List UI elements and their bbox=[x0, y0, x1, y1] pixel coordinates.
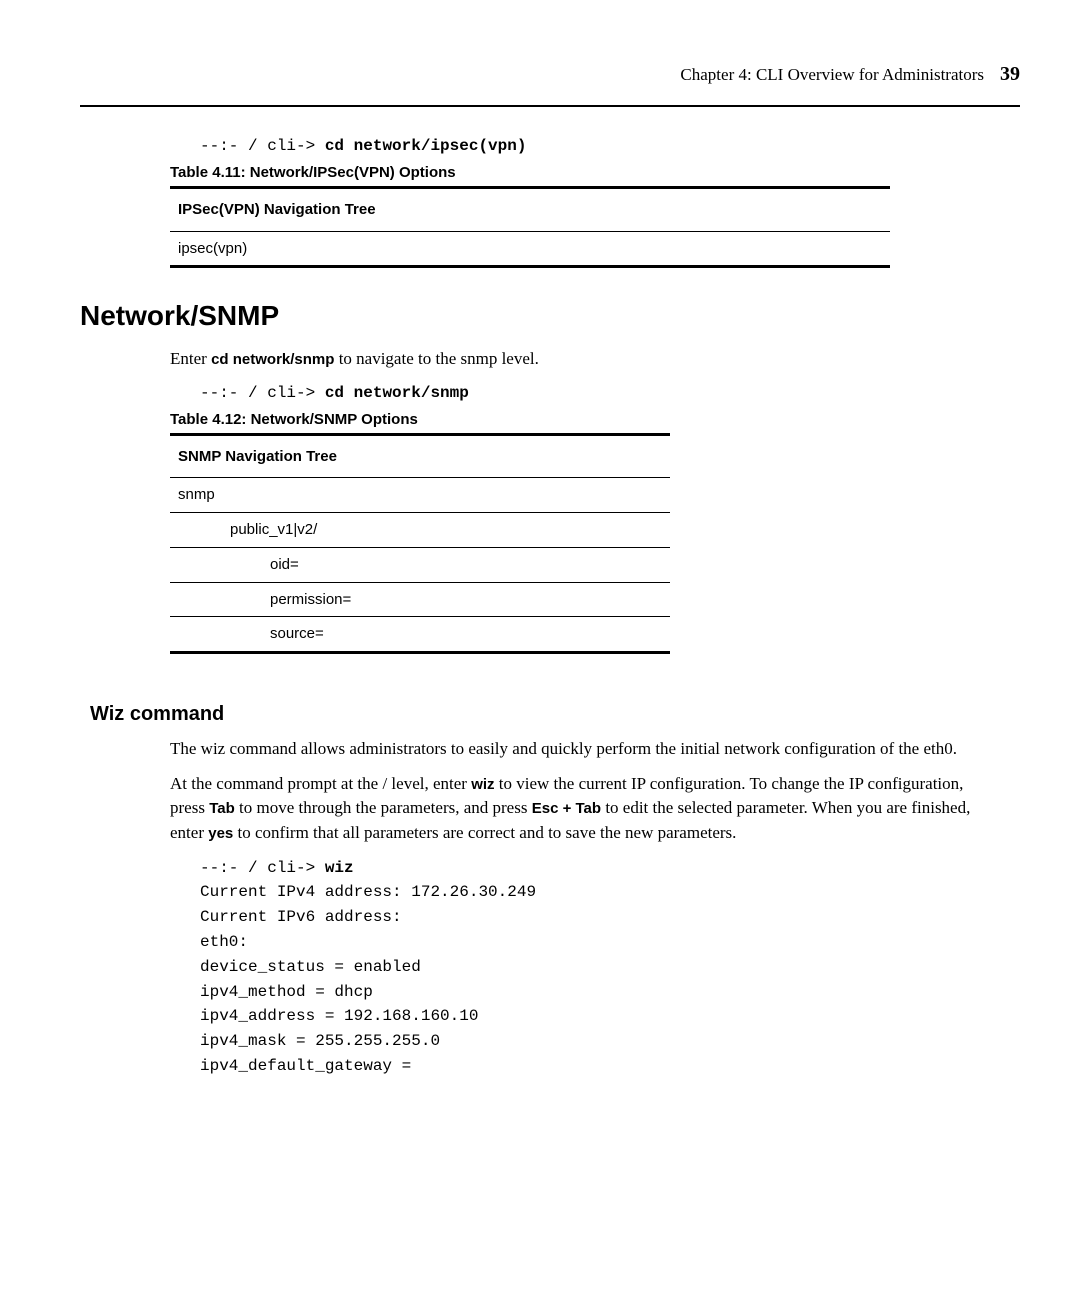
cmd-snmp: --:- / cli-> cd network/snmp bbox=[200, 382, 1020, 405]
table-row: snmp bbox=[170, 478, 670, 513]
wiz-output: --:- / cli-> wiz Current IPv4 address: 1… bbox=[200, 856, 1020, 1079]
table-411: IPSec(VPN) Navigation Tree ipsec(vpn) bbox=[170, 186, 890, 269]
table-row: public_v1|v2/ bbox=[170, 513, 670, 548]
page-number: 39 bbox=[1000, 60, 1020, 89]
table-411-header: IPSec(VPN) Navigation Tree bbox=[170, 187, 890, 231]
table-411-caption: Table 4.11: Network/IPSec(VPN) Options bbox=[170, 162, 1020, 184]
output-line: ipv4_default_gateway = bbox=[200, 1054, 1020, 1079]
cmd-ipsec: --:- / cli-> cd network/ipsec(vpn) bbox=[200, 135, 1020, 158]
output-line: Current IPv6 address: bbox=[200, 905, 1020, 930]
output-line: Current IPv4 address: 172.26.30.249 bbox=[200, 880, 1020, 905]
cmd-text: wiz bbox=[325, 859, 354, 877]
table-row: oid= bbox=[170, 547, 670, 582]
table-412-caption: Table 4.12: Network/SNMP Options bbox=[170, 409, 1020, 431]
output-line: ipv4_address = 192.168.160.10 bbox=[200, 1004, 1020, 1029]
cmd-text: cd network/snmp bbox=[325, 384, 469, 402]
table-row: permission= bbox=[170, 582, 670, 617]
page-header: Chapter 4: CLI Overview for Administrato… bbox=[80, 60, 1020, 89]
table-412-header: SNMP Navigation Tree bbox=[170, 434, 670, 478]
cmd-prompt: --:- / cli-> bbox=[200, 859, 325, 877]
wiz-para1: The wiz command allows administrators to… bbox=[170, 737, 1000, 762]
output-line: ipv4_method = dhcp bbox=[200, 980, 1020, 1005]
header-rule bbox=[80, 105, 1020, 107]
chapter-title: Chapter 4: CLI Overview for Administrato… bbox=[680, 63, 984, 88]
section-wiz-command: Wiz command bbox=[90, 700, 1020, 729]
table-row: ipsec(vpn) bbox=[170, 231, 890, 267]
cmd-prompt: --:- / cli-> bbox=[200, 137, 325, 155]
table-row: source= bbox=[170, 617, 670, 653]
cmd-text: cd network/ipsec(vpn) bbox=[325, 137, 527, 155]
table-412: SNMP Navigation Tree snmp public_v1|v2/ … bbox=[170, 433, 670, 655]
output-line: eth0: bbox=[200, 930, 1020, 955]
wiz-para2: At the command prompt at the / level, en… bbox=[170, 772, 1000, 846]
output-line: device_status = enabled bbox=[200, 955, 1020, 980]
snmp-intro: Enter cd network/snmp to navigate to the… bbox=[170, 347, 1000, 372]
section-network-snmp: Network/SNMP bbox=[80, 296, 1020, 337]
cmd-prompt: --:- / cli-> bbox=[200, 384, 325, 402]
output-line: ipv4_mask = 255.255.255.0 bbox=[200, 1029, 1020, 1054]
